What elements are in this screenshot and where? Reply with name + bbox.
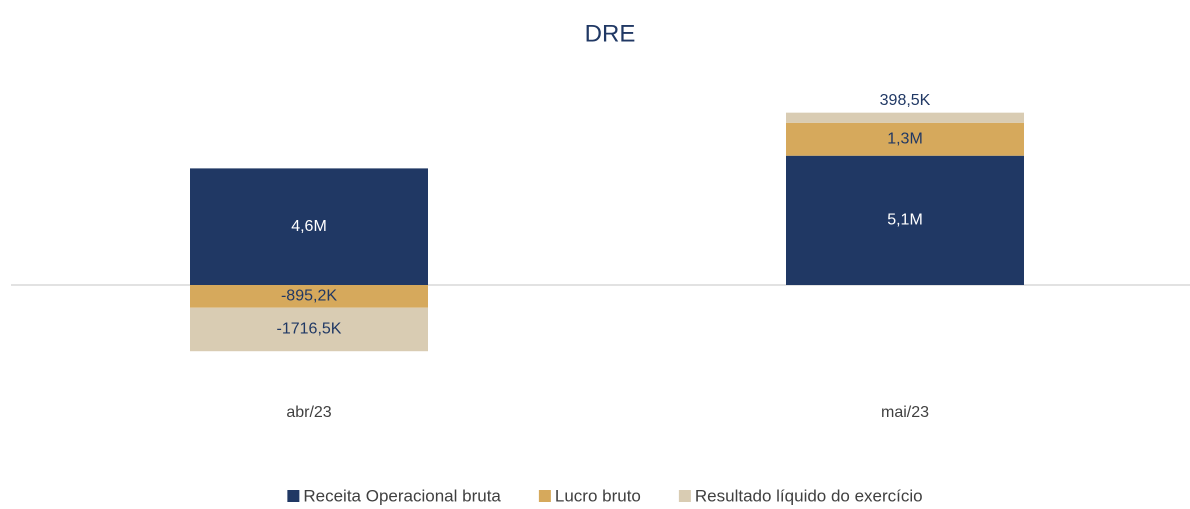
x-tick-label: mai/23: [881, 404, 929, 421]
bar-segment: [190, 285, 428, 308]
legend-label: Receita Operacional bruta: [303, 486, 501, 505]
legend-swatch: [678, 490, 691, 502]
data-label: 1,3M: [887, 130, 923, 147]
data-label: 398,5K: [880, 92, 931, 109]
data-label: -895,2K: [281, 288, 337, 305]
bar-segment: [786, 112, 1024, 123]
x-tick-label: abr/23: [286, 404, 331, 421]
legend-label: Resultado líquido do exercício: [695, 486, 923, 505]
legend-label: Lucro bruto: [555, 486, 641, 505]
bar-segment: [786, 122, 1024, 156]
legend-item: Lucro bruto: [538, 486, 641, 505]
legend-item: Receita Operacional bruta: [287, 486, 501, 505]
data-label: -1716,5K: [277, 321, 342, 338]
bar-segment: [786, 155, 1024, 285]
legend-item: Resultado líquido do exercício: [678, 486, 923, 505]
chart-title: DRE: [585, 20, 636, 47]
bar-segment: [190, 168, 428, 285]
data-label: 4,6M: [291, 218, 327, 235]
bar-segment: [190, 307, 428, 352]
legend: Receita Operacional bruta Lucro bruto Resu…: [287, 486, 923, 505]
legend-swatch: [538, 490, 551, 502]
data-label: 5,1M: [887, 212, 923, 229]
legend-swatch: [287, 490, 300, 502]
